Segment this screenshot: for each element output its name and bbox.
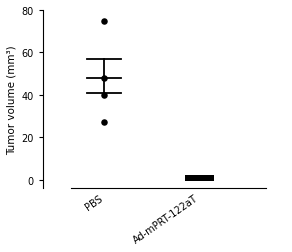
Point bbox=[102, 121, 107, 125]
Point bbox=[203, 177, 208, 181]
Point bbox=[197, 177, 202, 181]
Point bbox=[102, 19, 107, 23]
Point bbox=[102, 93, 107, 97]
Y-axis label: Tumor volume (mm³): Tumor volume (mm³) bbox=[7, 45, 17, 154]
Point bbox=[102, 76, 107, 80]
Point bbox=[208, 177, 213, 181]
Point bbox=[192, 177, 196, 181]
Point bbox=[186, 177, 190, 181]
